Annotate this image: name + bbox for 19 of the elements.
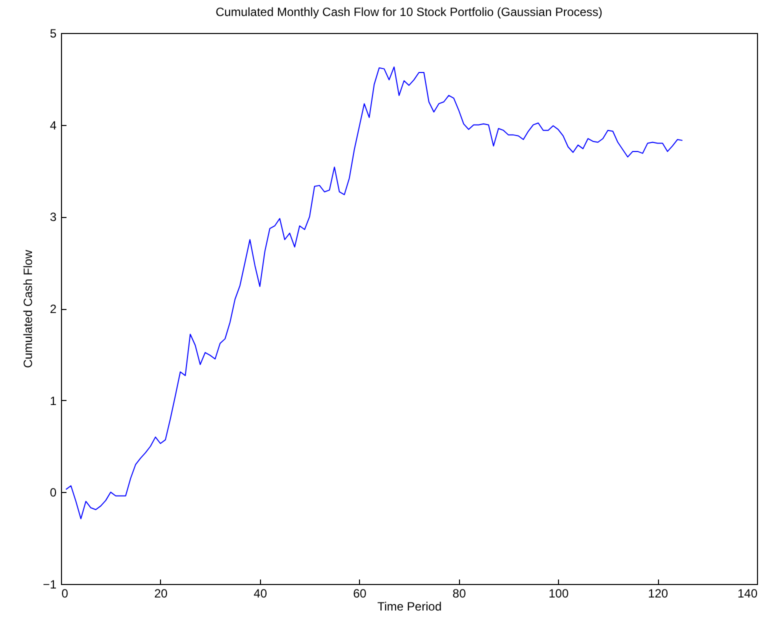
- x-tick-label: 140: [737, 586, 758, 600]
- x-tick-label: 80: [452, 586, 466, 600]
- y-tick-label: −1: [42, 578, 57, 592]
- y-tick-label: 3: [50, 210, 57, 224]
- y-axis-title: Cumulated Cash Flow: [20, 250, 35, 368]
- y-tick-label: 0: [50, 486, 57, 500]
- chart-title: Cumulated Monthly Cash Flow for 10 Stock Portfolio (Gaussian Process): [216, 5, 602, 19]
- x-tick-label: 40: [254, 586, 268, 600]
- y-tick-label: 1: [50, 394, 57, 408]
- line-series: [65, 66, 683, 520]
- x-tick-label: 120: [648, 586, 668, 600]
- x-tick-label: 100: [548, 586, 569, 600]
- x-tick-label: 20: [154, 586, 168, 600]
- y-tick-label: 2: [50, 302, 57, 316]
- y-tick-label: 4: [50, 118, 57, 132]
- x-tick-label: 60: [353, 586, 367, 600]
- x-axis-title: Time Period: [377, 600, 442, 614]
- y-tick-label: 5: [50, 26, 57, 40]
- x-tick-label: 0: [62, 586, 68, 600]
